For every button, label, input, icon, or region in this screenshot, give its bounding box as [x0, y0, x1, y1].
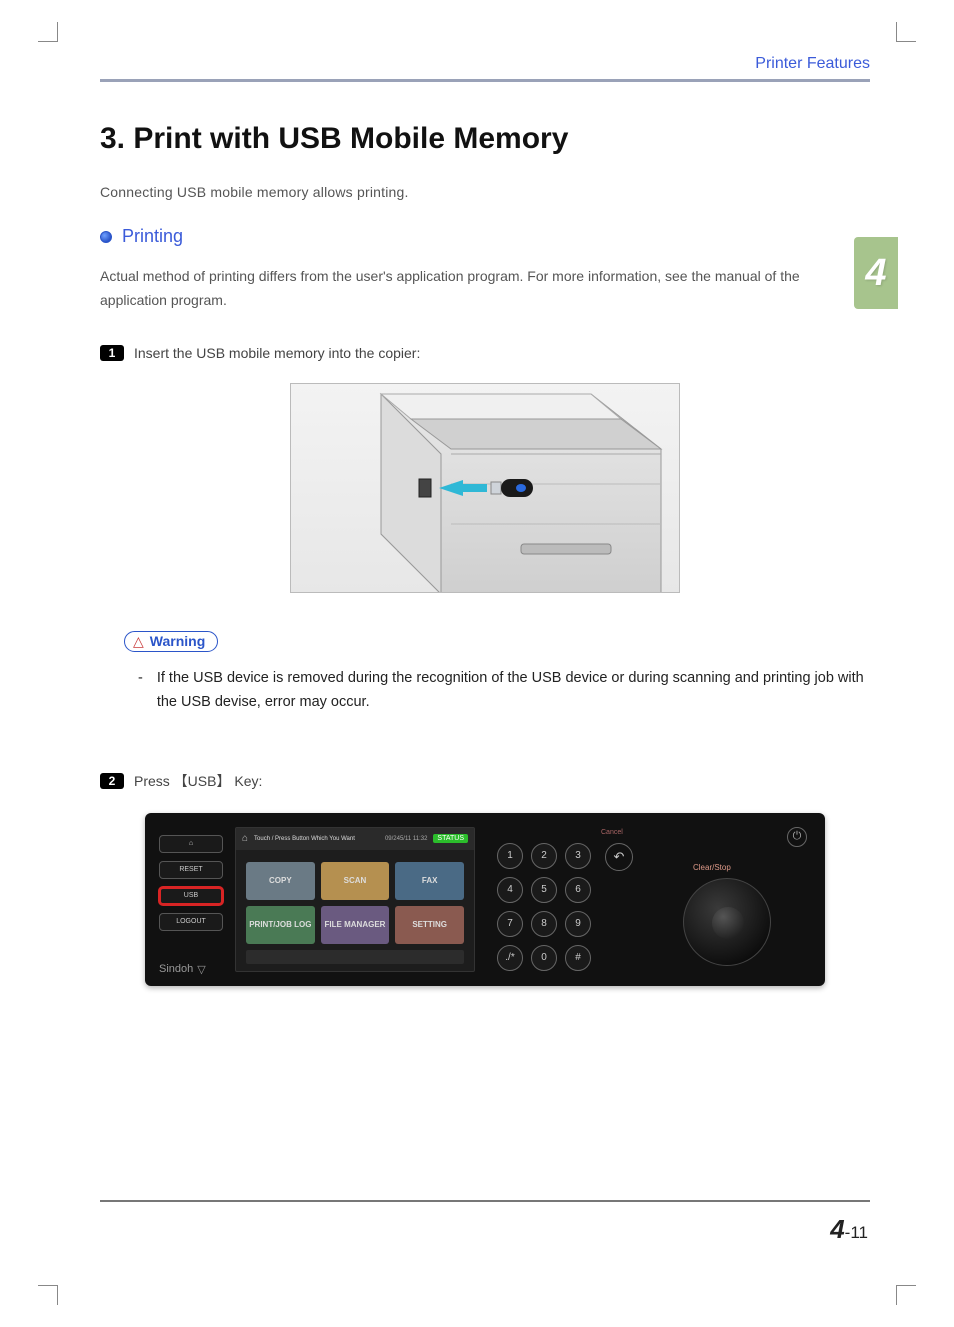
key-4[interactable]: 4 [497, 877, 523, 903]
key-1[interactable]: 1 [497, 843, 523, 869]
page-num: 11 [850, 1223, 868, 1242]
key-6[interactable]: 6 [565, 877, 591, 903]
dash-bullet: - [138, 666, 143, 715]
keypad: 1 2 3 4 5 6 7 8 9 ./* 0 # [497, 843, 591, 971]
figure-control-panel: ⌂ RESET USB LOGOUT Sindoh ▽ ⌂ Touch / Pr… [145, 813, 825, 986]
cancel-button[interactable]: ↶ [605, 843, 633, 871]
step-row: 1 Insert the USB mobile memory into the … [100, 345, 870, 361]
warning-text: If the USB device is removed during the … [157, 666, 865, 715]
key-hash[interactable]: # [565, 945, 591, 971]
key-8[interactable]: 8 [531, 911, 557, 937]
footer-rule [100, 1200, 870, 1202]
warning-label: Warning [150, 633, 205, 649]
key-2[interactable]: 2 [531, 843, 557, 869]
brand-logo-icon: ▽ [197, 963, 205, 976]
panel-left-buttons: ⌂ RESET USB LOGOUT [159, 835, 223, 939]
step-text: Press 【USB】 Key: [134, 771, 262, 791]
brand-text: Sindoh [159, 963, 193, 975]
key-0[interactable]: 0 [531, 945, 557, 971]
crop-mark [38, 22, 58, 42]
key-7[interactable]: 7 [497, 911, 523, 937]
step-number-badge: 1 [100, 345, 124, 361]
panel-touchscreen[interactable]: ⌂ Touch / Press Button Which You Want 09… [235, 827, 475, 972]
warning-icon: △ [133, 633, 144, 650]
panel-home-button[interactable]: ⌂ [159, 835, 223, 853]
section-number: 3. [100, 122, 125, 155]
bullet-icon [100, 231, 112, 243]
panel-usb-button[interactable]: USB [159, 887, 223, 905]
section-intro: Connecting USB mobile memory allows prin… [100, 184, 870, 200]
section-title-text: Print with USB Mobile Memory [133, 122, 568, 155]
screen-home-icon[interactable]: ⌂ [242, 833, 248, 844]
subsection-heading: Printing [100, 226, 870, 247]
screen-header: ⌂ Touch / Press Button Which You Want 09… [236, 828, 474, 850]
key-5[interactable]: 5 [531, 877, 557, 903]
app-setting[interactable]: SETTING [395, 906, 464, 944]
screen-app-grid: COPY SCAN FAX PRINT/JOB LOG FILE MANAGER… [236, 850, 474, 950]
crop-mark [896, 22, 916, 42]
subsection-body: Actual method of printing differs from t… [100, 265, 870, 313]
figure-copier-usb [290, 383, 680, 593]
header-rule [100, 79, 870, 82]
key-3[interactable]: 3 [565, 843, 591, 869]
cancel-label: Cancel [601, 829, 623, 836]
key-star[interactable]: ./* [497, 945, 523, 971]
warning-badge: △ Warning [124, 631, 218, 652]
warning-item: - If the USB device is removed during th… [138, 666, 870, 715]
panel-reset-button[interactable]: RESET [159, 861, 223, 879]
screen-time: 09/245/11 11:32 [385, 836, 427, 842]
copier-svg [291, 384, 680, 593]
section-title: 3. Print with USB Mobile Memory [100, 122, 870, 156]
power-button[interactable]: ⏻ [787, 827, 807, 847]
step-number-badge: 2 [100, 773, 124, 789]
app-copy[interactable]: COPY [246, 862, 315, 900]
panel-brand: Sindoh ▽ [159, 963, 206, 976]
key-9[interactable]: 9 [565, 911, 591, 937]
step-row: 2 Press 【USB】 Key: [100, 771, 870, 791]
step-text: Insert the USB mobile memory into the co… [134, 345, 420, 361]
page-number: 4-11 [830, 1214, 868, 1245]
app-fax[interactable]: FAX [395, 862, 464, 900]
crop-mark [896, 1285, 916, 1305]
screen-footer [246, 950, 464, 964]
clearstop-label: Clear/Stop [693, 863, 731, 872]
header-category: Printer Features [100, 55, 870, 79]
app-scan[interactable]: SCAN [321, 862, 390, 900]
screen-status-badge[interactable]: STATUS [433, 834, 468, 843]
panel-logout-button[interactable]: LOGOUT [159, 913, 223, 931]
page-content: Printer Features 3. Print with USB Mobil… [100, 55, 870, 986]
crop-mark [38, 1285, 58, 1305]
app-printlog[interactable]: PRINT/JOB LOG [246, 906, 315, 944]
subsection-title: Printing [122, 226, 183, 247]
screen-header-title: Touch / Press Button Which You Want [254, 836, 379, 842]
clear-stop-dial[interactable] [683, 878, 771, 966]
app-filemgr[interactable]: FILE MANAGER [321, 906, 390, 944]
page-chapter: 4 [830, 1214, 844, 1244]
